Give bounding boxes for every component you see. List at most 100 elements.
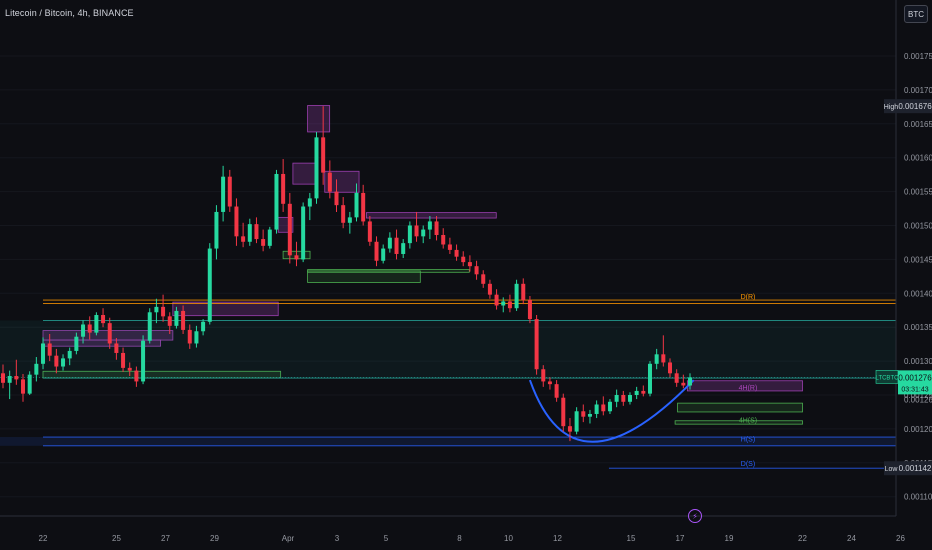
candle-body <box>67 350 72 359</box>
candle-body <box>661 354 666 363</box>
candle-body <box>187 329 192 344</box>
candle-body <box>81 324 86 337</box>
range-band <box>0 320 896 379</box>
x-tick-label: 19 <box>725 534 734 543</box>
candle-body <box>27 374 32 394</box>
demand-zone <box>674 420 803 425</box>
candle-body <box>481 274 486 284</box>
price-axis-panel <box>896 0 932 550</box>
low-tag-bg <box>884 461 898 476</box>
level-annotation: D(R) <box>741 294 756 301</box>
level-annotation: 4H(S) <box>739 417 757 424</box>
candle-body <box>614 395 619 402</box>
levels-layer: D(R) 4H(R) 4H(S) H(S) D(S) <box>0 294 896 469</box>
supply-zone <box>307 105 331 133</box>
candle-body <box>587 413 592 417</box>
x-tick-label: 22 <box>798 534 807 543</box>
candle-body <box>521 283 526 301</box>
level-annotation: 4H(R) <box>739 385 758 392</box>
level-annotation: H(S) <box>741 436 755 443</box>
candle-body <box>87 324 92 333</box>
candle-body <box>107 323 112 344</box>
countdown-label: 03:31:43 <box>901 386 928 393</box>
candle-body <box>307 198 312 207</box>
candle-body <box>74 336 79 351</box>
candle-body <box>447 244 452 250</box>
x-tick-label: 27 <box>161 534 170 543</box>
candle-body <box>487 283 492 295</box>
symbol-tag-label: LTCBTC <box>876 375 900 381</box>
candle-body <box>227 176 232 207</box>
low-tag-label: Low <box>885 466 899 473</box>
ref-price-label: 0.001260 <box>904 396 932 405</box>
candle-body <box>407 225 412 244</box>
candle-body <box>174 310 179 326</box>
candle-body <box>247 224 252 242</box>
candle-body <box>1 373 5 383</box>
candle-body <box>234 206 239 237</box>
candle-body <box>141 340 146 382</box>
candle-body <box>421 229 426 237</box>
currency-button[interactable]: BTC <box>904 5 928 23</box>
candle-body <box>301 206 306 260</box>
candle-body <box>541 369 546 382</box>
candle-body <box>668 362 672 374</box>
candle-body <box>327 172 332 192</box>
candle-body <box>627 395 632 402</box>
candle-body <box>501 301 506 306</box>
candle-body <box>401 243 406 254</box>
candle-body <box>274 173 279 230</box>
y-tick-label: 0.001100 <box>904 493 932 502</box>
candle-body <box>207 248 212 322</box>
supply-zone <box>292 162 316 185</box>
candle-body <box>114 343 119 353</box>
current-price-bg <box>898 370 932 395</box>
candle-body <box>14 376 19 380</box>
candle-body <box>534 319 539 370</box>
candle-body <box>681 382 686 386</box>
lightning-icon[interactable]: ⚡ <box>688 509 702 523</box>
candle-body <box>394 237 399 254</box>
candle-body <box>567 426 572 432</box>
candle-body <box>201 321 206 332</box>
candle-body <box>267 229 272 246</box>
candle-body <box>601 404 606 412</box>
candle-body <box>314 137 319 199</box>
candle-body <box>54 355 59 367</box>
arc-layer <box>528 379 695 443</box>
x-tick-label: 29 <box>210 534 219 543</box>
candle-body <box>594 404 599 414</box>
candle-body <box>241 236 246 242</box>
candle-body <box>154 306 159 313</box>
candle-body <box>254 224 259 240</box>
candle-body <box>354 192 359 218</box>
high-value: 0.001676 <box>898 102 932 111</box>
x-tick-label: Apr <box>282 534 295 543</box>
high-tag-label: High <box>884 104 899 111</box>
candle-body <box>474 266 479 275</box>
candle-body <box>214 211 219 249</box>
demand-zone <box>677 402 803 413</box>
candle-body <box>294 255 299 260</box>
low-value: 0.001142 <box>899 464 932 473</box>
low-value-bg <box>898 461 932 476</box>
candle-body <box>654 354 659 364</box>
x-tick-label: 12 <box>553 534 562 543</box>
candle-body <box>688 377 693 386</box>
demand-zone <box>307 269 470 273</box>
support-band <box>0 437 896 446</box>
candle-body <box>161 306 166 317</box>
candle-body <box>7 376 12 383</box>
candle-body <box>434 221 439 235</box>
candle-body <box>167 316 172 326</box>
